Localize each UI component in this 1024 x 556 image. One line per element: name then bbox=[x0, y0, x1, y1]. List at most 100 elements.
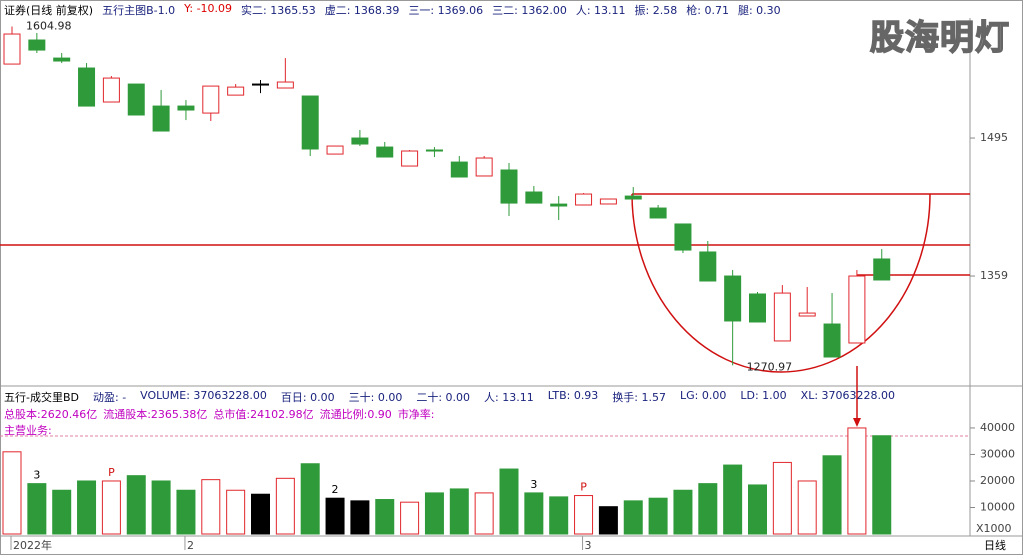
candle-body bbox=[724, 275, 742, 322]
logo: 股海明灯 bbox=[869, 17, 1010, 59]
header-item: 人: 13.11 bbox=[575, 4, 626, 17]
volume-bar bbox=[598, 506, 618, 535]
candle-body bbox=[773, 292, 791, 342]
volume-bar bbox=[822, 455, 842, 535]
candle-body bbox=[699, 251, 717, 282]
info-item: 流通比例:0.90 bbox=[319, 408, 392, 421]
candle-body bbox=[78, 67, 96, 107]
candle-body bbox=[649, 207, 667, 219]
candle-body bbox=[525, 191, 543, 204]
candle-body bbox=[102, 77, 120, 103]
candle-body bbox=[227, 86, 245, 96]
header: 证券(日线 前复权) 五行主图B-1.0 Y: -10.09 实二: 1365.53 虚… bbox=[4, 2, 781, 18]
volume-bar bbox=[2, 451, 22, 535]
y-tick-label: 1359 bbox=[980, 269, 1008, 282]
candle-body bbox=[252, 83, 269, 86]
volume-bar bbox=[151, 480, 171, 535]
volume-bar bbox=[499, 468, 519, 535]
arc bbox=[631, 193, 931, 373]
period-label: 日线 bbox=[984, 538, 1006, 552]
indicator: VOLUME: 37063228.00 bbox=[140, 389, 267, 402]
volume-bar bbox=[698, 483, 718, 535]
volume-bar bbox=[623, 500, 643, 535]
candle-body bbox=[873, 258, 891, 281]
unit-label: X1000 bbox=[976, 522, 1012, 535]
candle-body bbox=[326, 145, 344, 155]
volume-mark: 3 bbox=[530, 478, 537, 491]
indicator: LD: 1.00 bbox=[740, 389, 787, 402]
candle-body bbox=[177, 105, 195, 111]
candle-body bbox=[450, 161, 468, 178]
volume-bar bbox=[226, 489, 246, 535]
volume-bar bbox=[474, 492, 494, 535]
y-tick-label: 20000 bbox=[980, 474, 1015, 487]
candle-body bbox=[301, 95, 319, 150]
candle-body bbox=[127, 83, 145, 116]
volume-header: 五行-成交里BD 动盈: - VOLUME: 37063228.00 百日: 0.00… bbox=[4, 389, 895, 405]
header-item: 虚二: 1368.39 bbox=[324, 4, 400, 17]
candle-body bbox=[475, 157, 493, 177]
indicator: 三十: 0.00 bbox=[348, 391, 403, 404]
volume-bar bbox=[673, 489, 693, 535]
volume-title: 五行-成交里BD bbox=[4, 391, 79, 404]
header-item: 三一: 1369.06 bbox=[408, 4, 484, 17]
volume-bar bbox=[723, 464, 743, 535]
volume-bar bbox=[574, 495, 594, 535]
volume-bar bbox=[375, 499, 395, 535]
info-item: 市净率: bbox=[397, 408, 435, 421]
volume-bar bbox=[275, 477, 295, 535]
candle-body bbox=[3, 33, 21, 65]
candle-body bbox=[749, 293, 766, 323]
volume-bar bbox=[549, 496, 569, 535]
info-item: 总市值:24102.98亿 bbox=[213, 408, 314, 421]
candle-body bbox=[575, 193, 593, 206]
volume-bar bbox=[52, 489, 72, 535]
y-tick-label: 40000 bbox=[980, 421, 1015, 434]
header-item: 证券(日线 前复权) bbox=[4, 4, 94, 17]
indicator: 百日: 0.00 bbox=[280, 391, 335, 404]
volume-bar bbox=[524, 492, 544, 535]
volume-bar bbox=[797, 480, 817, 535]
volume-bar bbox=[748, 484, 767, 535]
business: 主营业务: bbox=[4, 424, 52, 437]
volume-bar bbox=[126, 475, 146, 535]
volume-mark: P bbox=[580, 481, 587, 494]
header-item: 实二: 1365.53 bbox=[241, 4, 316, 17]
volume-bar bbox=[77, 480, 97, 535]
volume-mark: 2 bbox=[332, 483, 339, 496]
indicator: 动盈: - bbox=[93, 391, 127, 404]
candle-body bbox=[599, 198, 617, 205]
indicator: 人: 13.11 bbox=[484, 391, 534, 404]
y-tick-label: 10000 bbox=[980, 500, 1015, 513]
info-item: 流通股本:2365.38亿 bbox=[103, 408, 208, 421]
volume-bar bbox=[325, 497, 345, 535]
volume-mark: 3 bbox=[33, 469, 40, 482]
volume-bar bbox=[27, 483, 47, 535]
volume-bar bbox=[772, 461, 792, 535]
volume-bar bbox=[350, 500, 370, 535]
candle-body bbox=[376, 146, 394, 158]
volume-bar bbox=[251, 493, 270, 535]
volume-bar bbox=[101, 480, 121, 535]
candle-body bbox=[401, 150, 419, 167]
candle-body bbox=[276, 81, 294, 89]
candle-body bbox=[848, 275, 866, 344]
y-tick-label: 1495 bbox=[980, 131, 1008, 144]
plot: 1495 1359 2022年 2 3 1604.98 1270.97 10000 20000 3… bbox=[2, 19, 1015, 552]
candle-body bbox=[53, 57, 71, 62]
candle-body bbox=[351, 137, 369, 145]
candle-body bbox=[624, 195, 642, 200]
candle-body bbox=[152, 105, 170, 132]
volume-bar bbox=[424, 492, 444, 535]
header-item: 枪: 0.71 bbox=[686, 4, 729, 17]
indicator: XL: 37063228.00 bbox=[800, 389, 896, 402]
candle-body bbox=[550, 203, 568, 207]
candle-body bbox=[823, 323, 841, 358]
volume-bar bbox=[872, 435, 892, 535]
indicator: 换手: 1.57 bbox=[612, 391, 667, 404]
volume-bar bbox=[449, 488, 469, 535]
indicator: LG: 0.00 bbox=[680, 389, 727, 402]
x-tick-label: 3 bbox=[585, 539, 592, 552]
info-item: 总股本:2620.46亿 bbox=[4, 408, 98, 421]
